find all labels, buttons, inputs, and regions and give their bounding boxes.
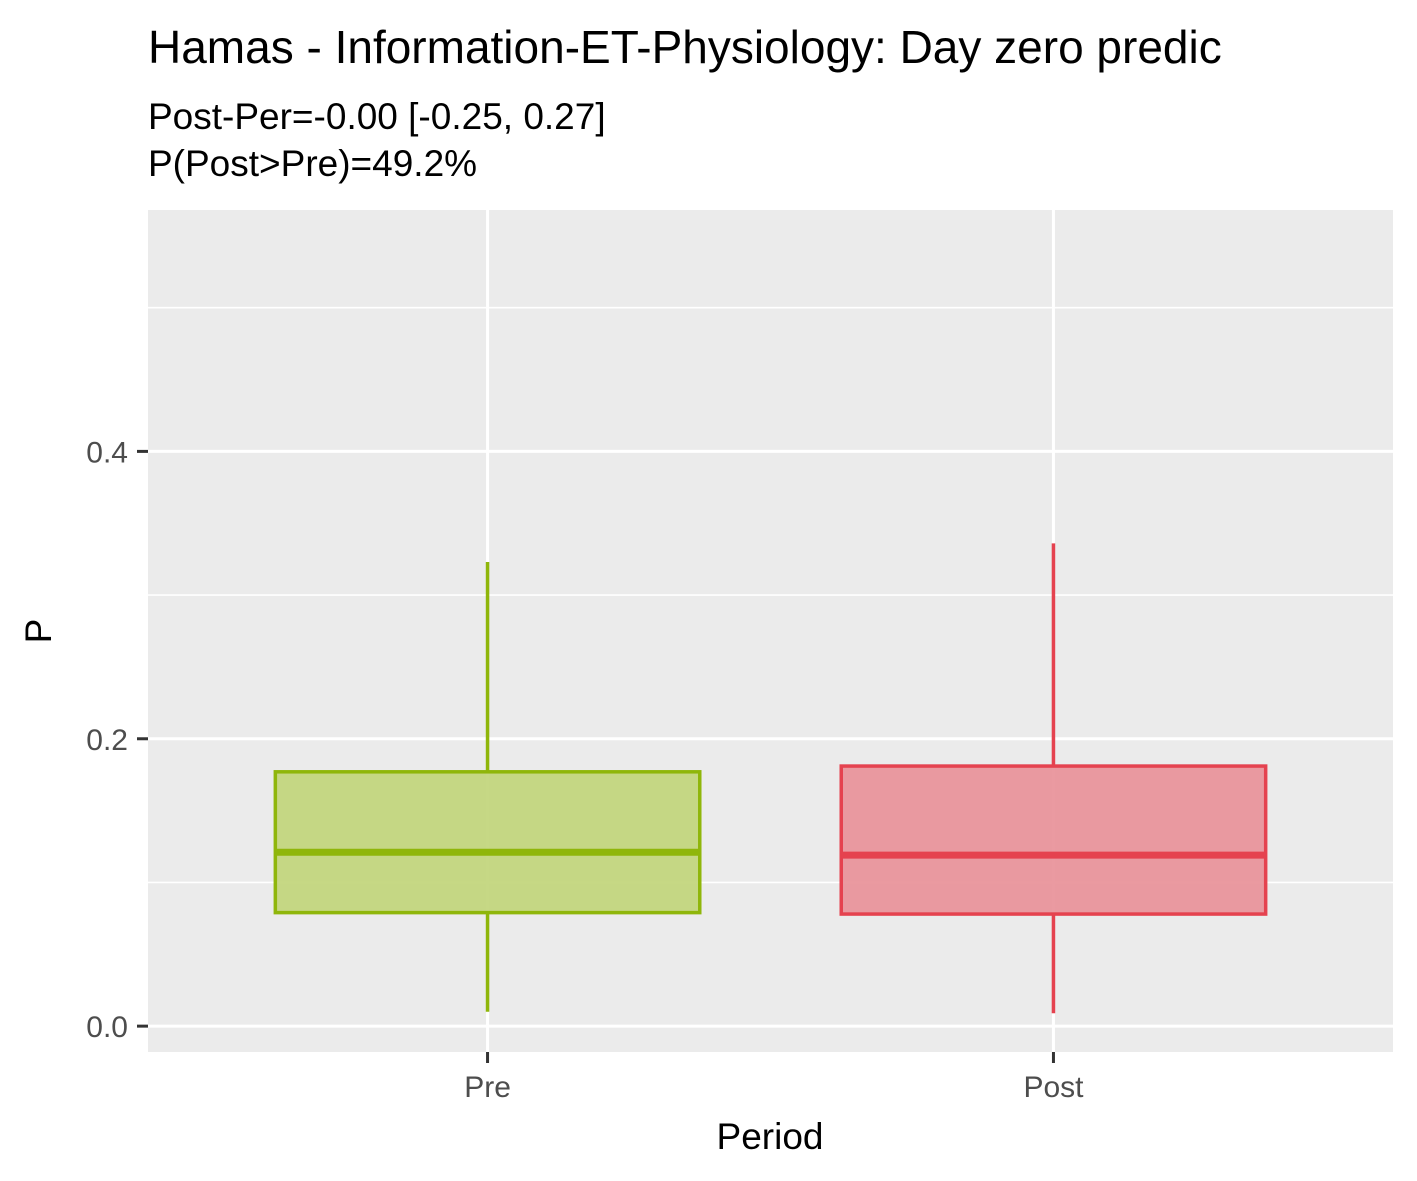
chart-title: Hamas - Information-ET-Physiology: Day z… (148, 21, 1222, 73)
chart-subtitle-line-2: P(Post>Pre)=49.2% (148, 143, 477, 184)
plot-panel (148, 210, 1393, 1052)
boxplots (273, 543, 1268, 1014)
y-axis-label: P (18, 619, 59, 644)
x-tick-label: Post (1023, 1071, 1084, 1104)
x-tick-label: Pre (464, 1071, 511, 1104)
y-tick-label: 0.2 (86, 724, 128, 757)
x-axis-label: Period (717, 1116, 824, 1157)
box-pre (273, 770, 702, 915)
box-post (839, 764, 1268, 916)
chart-subtitle-line-1: Post-Per=-0.00 [-0.25, 0.27] (148, 96, 606, 137)
y-tick-label: 0.4 (86, 436, 128, 469)
axes: 0.0 0.2 0.4 Pre Post (86, 436, 1084, 1104)
grid-lines (148, 210, 1393, 1052)
y-tick-label: 0.0 (86, 1011, 128, 1044)
